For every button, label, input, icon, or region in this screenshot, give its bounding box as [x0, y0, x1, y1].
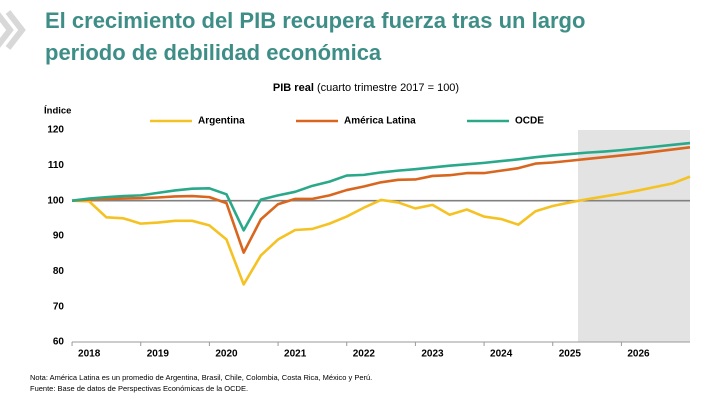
x-tick-label: 2019: [147, 349, 170, 360]
y-tick-label: 110: [48, 160, 65, 171]
chevron: [0, 12, 14, 48]
y-tick-label: 70: [53, 301, 65, 312]
legend-label: América Latina: [344, 116, 416, 127]
subtitle: (cuarto trimestre 2017 = 100): [317, 82, 459, 94]
subtitle-bold: PIB real: [273, 82, 314, 94]
x-tick-label: 2018: [78, 349, 101, 360]
y-tick-label: 100: [47, 195, 64, 206]
series-line: [71, 146, 691, 254]
y-tick-label: 90: [53, 231, 65, 242]
x-tick-label: 2026: [627, 349, 650, 360]
chart-subtitle: PIB real (cuarto trimestre 2017 = 100): [273, 82, 459, 94]
x-tick-label: 2024: [490, 349, 513, 360]
series-line: [71, 141, 691, 232]
y-tick-label: 60: [53, 337, 65, 348]
plot: 60 70 80 90 100 110 120 2018 2019 2020 2021 2022 202…: [47, 116, 691, 360]
y-axis-label: Índice: [44, 106, 71, 117]
legend-label: OCDE: [515, 116, 544, 127]
series-line: [71, 175, 691, 286]
x-tick-label: 2021: [284, 349, 307, 360]
projection-shade: [578, 130, 690, 342]
chevrons: [0, 10, 26, 50]
note: Nota: América Latina es un promedio de A…: [30, 373, 372, 382]
x-tick-label: 2020: [215, 349, 238, 360]
chart-title: periodo de debilidad económica: [45, 40, 382, 65]
y-tick-label: 80: [53, 266, 65, 277]
legend-label: Argentina: [198, 116, 245, 127]
x-tick-label: 2022: [353, 349, 376, 360]
source: Fuente: Base de datos de Perspectivas Ec…: [30, 384, 248, 393]
x-tick-label: 2023: [421, 349, 444, 360]
y-tick-label: 120: [47, 125, 64, 136]
chevron: [5, 10, 26, 50]
x-tick-label: 2025: [559, 349, 582, 360]
chart-title: El crecimiento del PIB recupera fuerza t…: [45, 8, 585, 33]
